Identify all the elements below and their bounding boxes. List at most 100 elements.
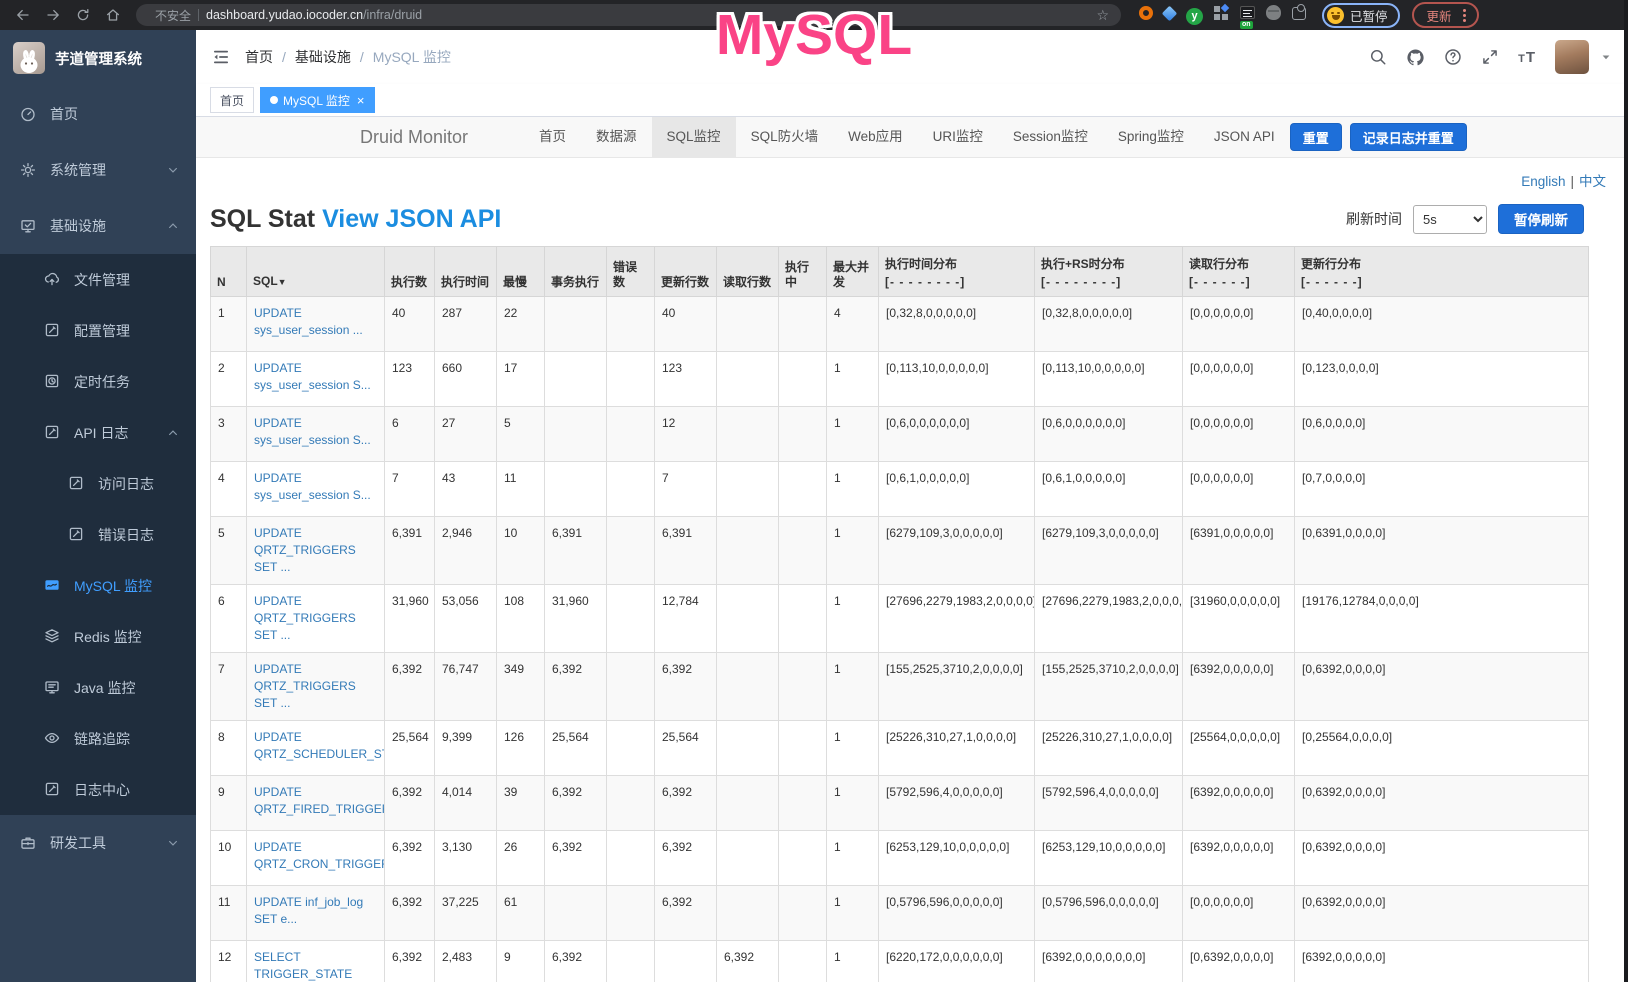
sql-link[interactable]: UPDATE QRTZ_TRIGGERS SET ... (254, 594, 356, 642)
detective-icon[interactable] (1266, 5, 1281, 25)
sql-link[interactable]: UPDATE sys_user_session S... (254, 471, 371, 502)
sidebar-item-home[interactable]: 首页 (0, 86, 196, 142)
column-header[interactable]: 最慢 (496, 246, 545, 297)
column-header[interactable]: 执行+RS时分布 [- - - - - - - -] (1034, 246, 1183, 297)
bookmark-star-icon[interactable]: ☆ (1096, 7, 1109, 23)
table-cell: 6,392 (654, 885, 717, 941)
sidebar-item-java-monitor[interactable]: Java 监控 (0, 662, 196, 713)
reload-icon[interactable] (70, 3, 96, 27)
list-on-icon (1240, 6, 1255, 19)
column-header[interactable]: N (210, 246, 247, 297)
user-avatar[interactable] (1555, 40, 1589, 74)
view-json-api-link[interactable]: View JSON API (322, 204, 502, 233)
font-size-icon[interactable]: TT (1518, 48, 1536, 66)
github-icon[interactable] (1406, 48, 1425, 67)
sidebar-item-log-center[interactable]: 日志中心 (0, 764, 196, 815)
column-header[interactable]: 执行数 (384, 246, 435, 297)
druid-nav-json-api[interactable]: JSON API (1213, 129, 1275, 144)
table-cell: 6,392 (544, 940, 607, 982)
druid-nav-web-app[interactable]: Web应用 (848, 129, 903, 144)
sql-link[interactable]: UPDATE sys_user_session S... (254, 361, 371, 392)
forward-arrow-icon[interactable] (40, 3, 66, 27)
back-arrow-icon[interactable] (10, 3, 36, 27)
sidebar-item-trace[interactable]: 链路追踪 (0, 713, 196, 764)
update-button[interactable]: 更新 (1411, 2, 1479, 28)
sidebar-item-mysql-monitor[interactable]: MySQL 监控 (0, 560, 196, 611)
sql-link[interactable]: UPDATE sys_user_session S... (254, 416, 371, 447)
breadcrumb-item[interactable]: 基础设施 (294, 49, 351, 65)
sidebar-item-config-management[interactable]: 配置管理 (0, 305, 196, 356)
druid-nav-home[interactable]: 首页 (539, 129, 567, 144)
column-header[interactable]: 读取行分布 [- - - - - -] (1182, 246, 1295, 297)
sql-link[interactable]: UPDATE QRTZ_TRIGGERS SET ... (254, 526, 356, 574)
lang-link-中文[interactable]: 中文 (1579, 174, 1606, 189)
blue-gem-icon[interactable] (1161, 5, 1178, 24)
druid-nav-datasource[interactable]: 数据源 (596, 129, 637, 144)
log-and-reset-button[interactable]: 记录日志并重置 (1349, 123, 1467, 151)
column-header[interactable]: SQL▼ (246, 246, 385, 297)
column-header[interactable]: 更新行数 (654, 246, 717, 297)
sidebar-item-api-log[interactable]: API 日志 (0, 407, 196, 458)
breadcrumb-item[interactable]: 首页 (245, 49, 273, 65)
sidebar-item-infrastructure[interactable]: 基础设施 (0, 198, 196, 254)
search-icon[interactable] (1369, 48, 1387, 66)
druid-nav-sql-monitor[interactable]: SQL监控 (651, 117, 736, 157)
column-header[interactable]: 执行时间 (434, 246, 497, 297)
tab-首页[interactable]: 首页 (210, 87, 255, 113)
table-cell (778, 296, 827, 352)
druid-brand[interactable]: Druid Monitor (360, 126, 469, 147)
close-icon[interactable]: × (356, 92, 365, 108)
column-header[interactable]: 错误数 (606, 246, 655, 297)
lang-link-english[interactable]: English (1521, 174, 1566, 189)
sidebar-fold-icon[interactable] (212, 48, 230, 66)
column-header[interactable]: 最大并发 (826, 246, 879, 297)
table-cell: [6392,0,0,0,0,0] (1182, 775, 1295, 831)
page-title: SQL Stat View JSON API (210, 204, 502, 233)
sidebar-item-system-management[interactable]: 系统管理 (0, 142, 196, 198)
sidebar-item-scheduled-tasks[interactable]: 定时任务 (0, 356, 196, 407)
tab-MySQL 监控[interactable]: MySQL 监控 × (260, 87, 375, 113)
column-header[interactable]: 事务执行 (544, 246, 607, 297)
sidebar-logo-row[interactable]: 芋道管理系统 (0, 30, 196, 86)
table-cell: 9 (496, 940, 545, 982)
column-header[interactable]: 执行时间分布 [- - - - - - - -] (878, 246, 1035, 297)
sql-link[interactable]: UPDATE QRTZ_CRON_TRIGGERS... (254, 840, 384, 871)
squares-icon[interactable] (1214, 3, 1230, 25)
profile-chip[interactable]: 已暂停 (1322, 2, 1400, 28)
sidebar-item-access-log[interactable]: 访问日志 (0, 458, 196, 509)
sql-link[interactable]: UPDATE QRTZ_SCHEDULER_STA... (254, 730, 384, 761)
sql-link[interactable]: UPDATE QRTZ_TRIGGERS SET ... (254, 662, 356, 710)
sql-link[interactable]: SELECT TRIGGER_STATE (254, 950, 353, 981)
sidebar-item-dev-tools[interactable]: 研发工具 (0, 815, 196, 871)
table-cell: [0,6392,0,0,0,0] (1294, 885, 1589, 941)
druid-nav-uri-monitor[interactable]: URI监控 (932, 129, 983, 144)
orange-ring-icon[interactable] (1139, 5, 1153, 25)
pause-refresh-button[interactable]: 暂停刷新 (1498, 204, 1584, 234)
address-bar[interactable]: 不安全 dashboard.yudao.iocoder.cn/infra/dru… (136, 4, 1121, 26)
sidebar-item-file-management[interactable]: 文件管理 (0, 254, 196, 305)
refresh-interval-select[interactable]: 5s (1413, 204, 1487, 234)
table-cell (778, 720, 827, 776)
caret-down-icon[interactable] (1600, 51, 1612, 63)
help-icon[interactable] (1444, 48, 1462, 66)
column-header[interactable]: 执行中 (778, 246, 827, 297)
table-cell: [0,6,0,0,0,0] (1294, 406, 1589, 462)
sidebar-item-error-log[interactable]: 错误日志 (0, 509, 196, 560)
column-header[interactable]: 更新行分布 [- - - - - -] (1294, 246, 1589, 297)
table-cell: 6,392 (384, 775, 435, 831)
fullscreen-icon[interactable] (1481, 48, 1499, 66)
sql-link[interactable]: UPDATE inf_job_log SET e... (254, 895, 364, 926)
sql-link[interactable]: UPDATE QRTZ_FIRED_TRIGGER... (254, 785, 384, 816)
reset-button[interactable]: 重置 (1289, 123, 1342, 151)
column-header[interactable]: 读取行数 (716, 246, 779, 297)
kebab-menu-icon[interactable] (1462, 13, 1466, 17)
druid-nav-sql-firewall[interactable]: SQL防火墙 (750, 129, 819, 144)
druid-nav-session-monitor[interactable]: Session监控 (1012, 129, 1088, 144)
green-y-icon[interactable]: y (1186, 6, 1203, 25)
sql-link[interactable]: UPDATE sys_user_session ... (254, 306, 363, 337)
list-on-icon[interactable]: on (1240, 6, 1255, 29)
druid-nav-spring-monitor[interactable]: Spring监控 (1117, 129, 1184, 144)
puzzle-icon[interactable] (1292, 4, 1306, 25)
home-icon[interactable] (100, 3, 126, 27)
sidebar-item-redis-monitor[interactable]: Redis 监控 (0, 611, 196, 662)
